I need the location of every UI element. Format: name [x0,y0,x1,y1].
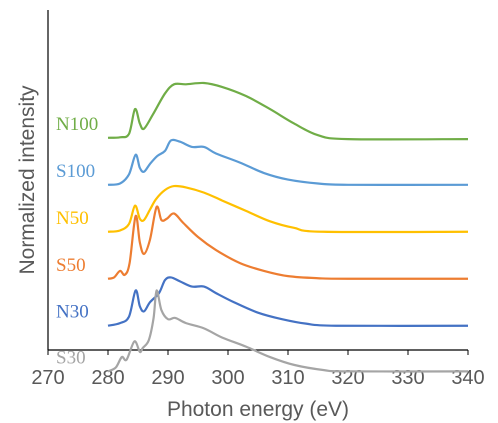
x-tick-label-280: 280 [91,367,124,389]
x-tick-labels: 270 280 290 300 310 320 330 340 [31,367,484,389]
series-line-s50 [107,205,469,280]
series-labels: N100 S100 N50 S50 N30 S30 [56,114,98,369]
x-tick-marks [47,350,469,355]
series-line-n50 [107,184,469,234]
series-label-s30: S30 [56,347,86,368]
x-tick-label-300: 300 [211,367,244,389]
series-line-s100 [107,138,469,186]
chart-axes [47,10,468,351]
x-axis-title: Photon energy (eV) [167,398,349,421]
series-line-n100 [107,81,469,141]
x-tick-label-330: 330 [391,367,424,389]
series-line-s30 [107,289,469,373]
x-tick-label-290: 290 [151,367,184,389]
y-axis-title: Normalized intensity [16,85,39,275]
series-label-n100: N100 [56,114,98,135]
series-line-n30 [107,276,469,327]
series-label-n50: N50 [56,208,89,229]
series-label-n30: N30 [56,302,89,323]
series-label-s50: S50 [56,255,86,276]
x-tick-label-310: 310 [271,367,304,389]
spectrum-curves [107,81,469,373]
series-label-s100: S100 [56,161,95,182]
x-tick-label-270: 270 [31,367,64,389]
x-tick-label-340: 340 [451,367,484,389]
